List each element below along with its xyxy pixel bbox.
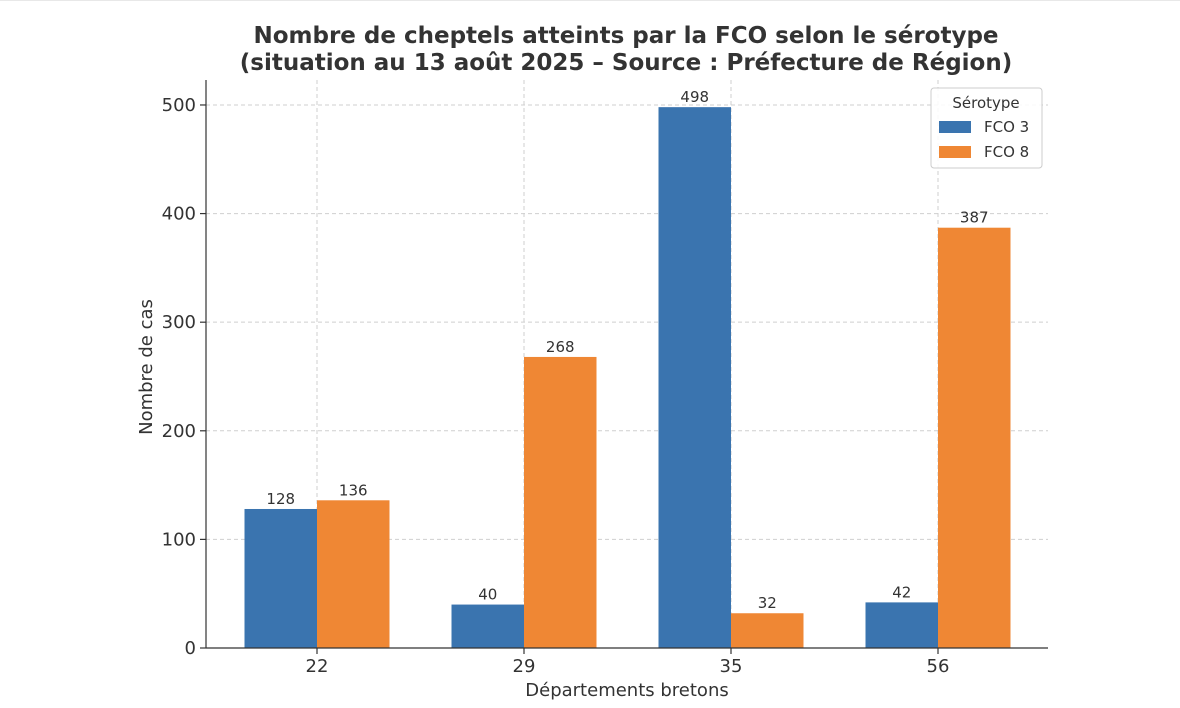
chart-title-line1: Nombre de cheptels atteints par la FCO s… bbox=[253, 23, 998, 49]
legend-title: Sérotype bbox=[952, 94, 1019, 112]
x-axis-label: Départements bretons bbox=[525, 680, 728, 701]
bar-fco3-22 bbox=[244, 508, 317, 648]
chart-title-line2: (situation au 13 août 2025 – Source : Pr… bbox=[240, 50, 1012, 76]
y-tick-label: 500 bbox=[162, 95, 196, 116]
bar-fco8-35 bbox=[731, 613, 804, 648]
axes-layer bbox=[205, 80, 1048, 649]
data-label: 387 bbox=[960, 209, 989, 227]
x-tick-label: 56 bbox=[927, 656, 950, 677]
legend-label-fco8: FCO 8 bbox=[984, 143, 1029, 161]
data-label: 268 bbox=[546, 338, 575, 356]
legend-swatch-fco8 bbox=[939, 146, 971, 158]
data-labels-layer: 128 40 498 42 136 268 32 387 bbox=[266, 88, 988, 612]
y-tick-label: 200 bbox=[162, 421, 196, 442]
legend-label-fco3: FCO 3 bbox=[984, 118, 1029, 136]
bar-fco8-22 bbox=[317, 500, 390, 648]
x-tick-label: 22 bbox=[306, 656, 329, 677]
y-tick-label: 0 bbox=[185, 638, 196, 659]
data-label: 42 bbox=[892, 583, 911, 601]
top-divider bbox=[0, 0, 1180, 1]
legend: Sérotype FCO 3 FCO 8 bbox=[930, 87, 1043, 169]
y-tick-label: 400 bbox=[162, 204, 196, 225]
data-label: 128 bbox=[266, 490, 295, 508]
x-tick-label: 35 bbox=[720, 656, 743, 677]
y-tick-label: 100 bbox=[162, 529, 196, 550]
ticks-layer: 0 100 200 300 400 500 22 29 35 56 bbox=[162, 95, 950, 677]
bar-fco3-35 bbox=[658, 107, 731, 648]
bar-fco8-56 bbox=[938, 227, 1011, 648]
data-label: 136 bbox=[339, 481, 368, 499]
data-label: 40 bbox=[478, 586, 497, 604]
data-label: 498 bbox=[680, 88, 709, 106]
legend-swatch-fco3 bbox=[939, 121, 971, 133]
bar-fco8-29 bbox=[524, 356, 597, 648]
data-label: 32 bbox=[758, 594, 777, 612]
y-tick-label: 300 bbox=[162, 312, 196, 333]
bar-fco3-29 bbox=[451, 604, 524, 648]
y-axis-label: Nombre de cas bbox=[136, 299, 157, 435]
bars-layer bbox=[244, 107, 1011, 648]
x-tick-label: 29 bbox=[513, 656, 536, 677]
bar-fco3-56 bbox=[865, 602, 938, 648]
